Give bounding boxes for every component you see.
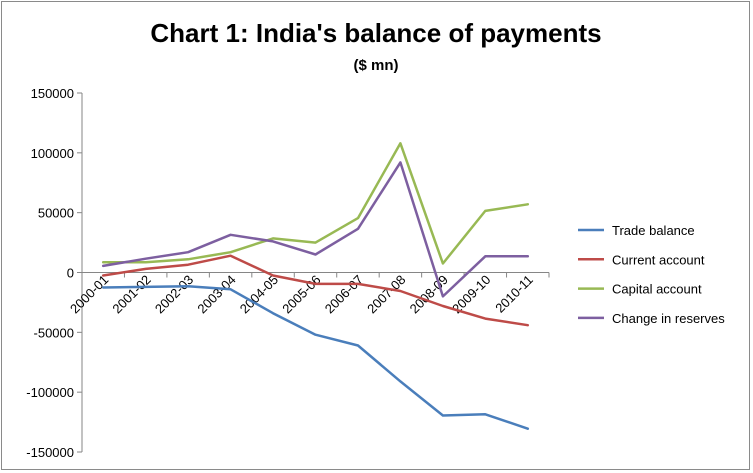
chart-subtitle: ($ mn) <box>354 57 399 74</box>
y-tick-label: -100000 <box>26 385 74 400</box>
chart-title: Chart 1: India's balance of payments <box>150 18 601 48</box>
series-line-capital-account <box>101 142 530 265</box>
legend: Trade balance Current account Capital acco… <box>578 223 725 326</box>
x-tick-label: 2006-07 <box>322 272 366 316</box>
x-tick-label: 2001-02 <box>109 272 153 316</box>
y-tick-label: -50000 <box>34 325 74 340</box>
legend-label: Change in reserves <box>612 311 725 326</box>
series-line-current-account <box>101 254 530 327</box>
series-line-trade-balance <box>101 285 530 430</box>
x-tick-label: 2007-08 <box>364 272 408 316</box>
axes: 150000 100000 50000 0 -50000 -100000 -150000 20… <box>26 86 550 460</box>
series-line-change-in-reserves <box>101 161 530 298</box>
legend-label: Capital account <box>612 282 702 297</box>
x-tick-label: 2003-04 <box>194 272 238 316</box>
x-tick-label: 2010-11 <box>492 272 536 316</box>
y-tick-label: -150000 <box>26 445 74 460</box>
y-tick-label: 150000 <box>31 86 74 101</box>
legend-label: Current account <box>612 252 705 267</box>
x-tick-label: 2002-03 <box>152 272 196 316</box>
y-tick-label: 0 <box>67 266 74 281</box>
series-lines <box>101 142 530 430</box>
y-tick-label: 50000 <box>38 206 74 221</box>
y-tick-label: 100000 <box>31 146 74 161</box>
x-tick-label: 2004-05 <box>237 272 281 316</box>
legend-label: Trade balance <box>612 223 695 238</box>
